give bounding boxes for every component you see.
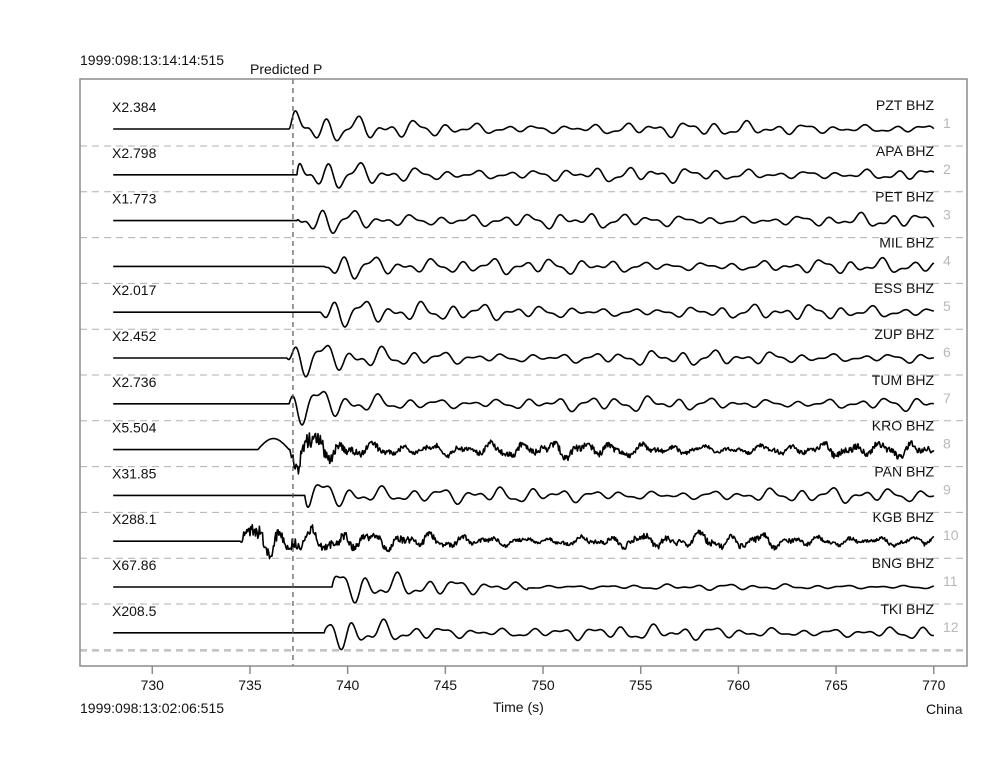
station-label: ESS BHZ (874, 280, 934, 296)
trace-index: 4 (943, 252, 951, 268)
seismogram-trace (113, 300, 934, 328)
trace-index: 11 (943, 573, 958, 589)
seismogram-trace (113, 571, 935, 604)
station-label: PZT BHZ (876, 97, 935, 113)
scale-label: X67.86 (112, 557, 157, 573)
scale-label: X2.798 (112, 145, 157, 161)
trace-index: 5 (943, 298, 951, 314)
seismogram-trace (113, 256, 935, 280)
x-tick-label: 745 (434, 677, 458, 693)
scale-label: X2.384 (112, 99, 157, 115)
seismogram-trace (113, 618, 934, 651)
trace-index: 10 (943, 527, 959, 543)
station-label: PAN BHZ (874, 463, 934, 479)
x-tick-label: 770 (922, 677, 946, 693)
seismogram-trace (113, 209, 935, 234)
station-label: MIL BHZ (879, 234, 934, 250)
region-label: China (926, 701, 963, 717)
x-tick-label: 735 (238, 677, 262, 693)
start-time-label: 1999:098:13:14:14:515 (80, 52, 225, 68)
x-axis-label: Time (s) (493, 699, 544, 715)
scale-label: X208.5 (112, 603, 157, 619)
scale-label: X2.452 (112, 328, 157, 344)
station-label: KRO BHZ (872, 418, 935, 434)
seismogram-trace (113, 110, 935, 142)
scale-label: X288.1 (112, 511, 157, 527)
trace-index: 2 (943, 161, 951, 177)
seismogram-trace (113, 344, 934, 378)
x-tick-label: 765 (824, 677, 848, 693)
plot-frame (79, 78, 968, 667)
seismogram-trace (113, 484, 935, 508)
scale-label: X1.773 (112, 191, 157, 207)
station-label: TUM BHZ (872, 372, 935, 388)
trace-index: 1 (943, 115, 951, 131)
seismogram-trace (113, 162, 935, 189)
x-tick-label: 755 (629, 677, 653, 693)
station-label: APA BHZ (876, 143, 935, 159)
trace-labels: PZT BHZ X2.384 1 APA BHZ X2.798 2 PET BHZ X1.77… (112, 97, 959, 635)
trace-index: 7 (943, 390, 951, 406)
origin-time-label: 1999:098:13:02:06:515 (80, 700, 225, 716)
scale-label: X5.504 (112, 420, 157, 436)
predicted-p-label: Predicted P (250, 61, 323, 77)
trace-index: 9 (943, 481, 951, 497)
trace-index: 8 (943, 436, 951, 452)
station-label: PET BHZ (875, 189, 934, 205)
x-tick-label: 750 (531, 677, 555, 693)
scale-label: X2.736 (112, 374, 157, 390)
x-tick-label: 730 (141, 677, 165, 693)
station-label: ZUP BHZ (874, 326, 934, 342)
scale-label: X2.017 (112, 282, 157, 298)
x-tick-label: 760 (727, 677, 751, 693)
x-tick-label: 740 (336, 677, 360, 693)
station-label: TKI BHZ (880, 601, 934, 617)
seismogram-trace (113, 390, 935, 426)
trace-separators (80, 145, 967, 652)
trace-index: 3 (943, 207, 951, 223)
seismogram-trace (113, 432, 935, 475)
station-label: KGB BHZ (873, 509, 935, 525)
trace-index: 6 (943, 344, 951, 360)
trace-index: 12 (943, 619, 959, 635)
scale-label: X31.85 (112, 465, 157, 481)
seismogram-trace (113, 524, 935, 560)
station-label: BNG BHZ (872, 555, 935, 571)
x-axis-ticks: 730 735 740 745 750 755 760 765 770 (141, 666, 946, 693)
seismogram-traces (113, 110, 935, 651)
